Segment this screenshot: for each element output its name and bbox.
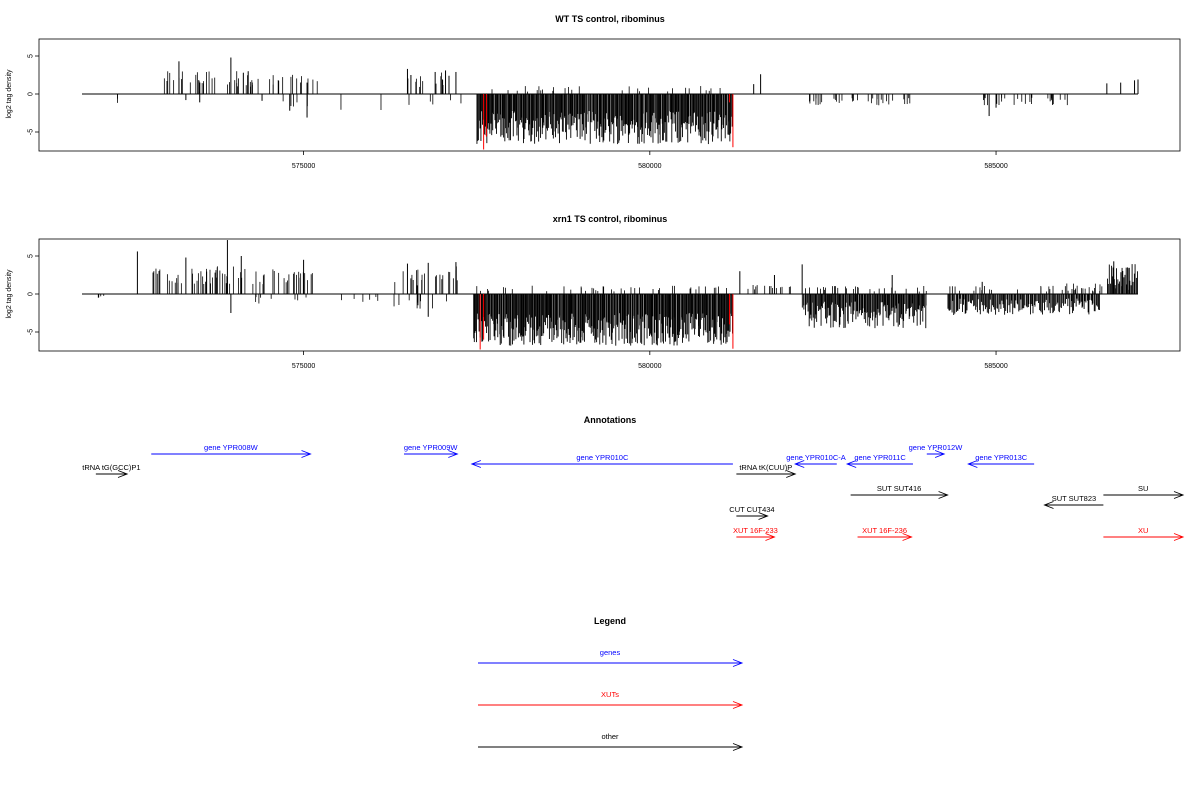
y-tick-label: 5 bbox=[27, 254, 34, 258]
feature-arrowhead bbox=[934, 450, 946, 458]
feature-gene-ypr012w: gene YPR012W bbox=[909, 443, 964, 458]
x-tick-label: 585000 bbox=[984, 363, 1007, 370]
feature-label: XUT 16F-236 bbox=[862, 526, 907, 535]
legend-entries: genes XUTs other bbox=[478, 648, 744, 751]
feature-arrowhead bbox=[902, 533, 913, 541]
feature-gene-ypr009w: gene YPR009W bbox=[404, 443, 459, 458]
feature-xut-16f-233: XUT 16F-233 bbox=[733, 526, 778, 541]
feature-label: gene YPR008W bbox=[204, 443, 259, 452]
legend-arrowhead bbox=[732, 743, 744, 751]
legend-label: XUTs bbox=[601, 690, 619, 699]
feature-label: CUT CUT434 bbox=[729, 505, 774, 514]
feature-trna-tk-cuu-p: tRNA tK(CUU)P bbox=[736, 463, 797, 478]
feature-label: tRNA tG(GCC)P1 bbox=[82, 463, 140, 472]
feature-label: SUT SUT416 bbox=[877, 484, 921, 493]
feature-arrowhead bbox=[758, 512, 769, 520]
xrn1-density-panel: xrn1 TS control, ribominus log2 tag dens… bbox=[6, 214, 1181, 370]
legend-entry-xuts: XUTs bbox=[478, 690, 744, 709]
feature-gene-ypr013c: gene YPR013C bbox=[967, 453, 1035, 468]
feature-label: gene YPR011C bbox=[854, 453, 906, 462]
legend-title: Legend bbox=[594, 616, 626, 626]
legend-entry-other: other bbox=[478, 732, 744, 751]
plot-frame bbox=[38, 38, 1181, 152]
x-tick-label: 580000 bbox=[638, 363, 661, 370]
feature-sut-sut823: SUT SUT823 bbox=[1043, 494, 1104, 509]
feature-arrowhead bbox=[1043, 501, 1054, 509]
y-tick-label: 5 bbox=[27, 54, 34, 58]
x-ticks: 575000 580000 585000 bbox=[292, 151, 1008, 170]
feature-xut-16f-236: XUT 16F-236 bbox=[857, 526, 913, 541]
feature-xu: XU bbox=[1103, 526, 1185, 541]
y-ticks: -5 0 5 bbox=[27, 254, 39, 335]
x-tick-label: 580000 bbox=[638, 163, 661, 170]
feature-label: gene YPR010C-A bbox=[786, 453, 845, 462]
feature-gene-ypr010c: gene YPR010C bbox=[470, 453, 733, 468]
legend-entry-genes: genes bbox=[478, 648, 744, 667]
annotations-title: Annotations bbox=[584, 415, 637, 425]
feature-gene-ypr011c: gene YPR011C bbox=[845, 453, 913, 468]
legend-label: other bbox=[601, 732, 619, 741]
y-ticks: -5 0 5 bbox=[27, 54, 39, 135]
y-tick-label: -5 bbox=[27, 329, 34, 335]
feature-label: SU bbox=[1138, 484, 1148, 493]
y-tick-label: -5 bbox=[27, 129, 34, 135]
feature-trna-tg-gcc-p1: tRNA tG(GCC)P1 bbox=[82, 463, 141, 478]
feature-label: gene YPR012W bbox=[909, 443, 964, 452]
wt-density-panel: WT TS control, ribominus log2 tag densit… bbox=[6, 14, 1181, 170]
panel-title: WT TS control, ribominus bbox=[555, 14, 665, 24]
feature-gene-ypr010c-a: gene YPR010C-A bbox=[786, 453, 846, 468]
feature-arrowhead bbox=[1173, 491, 1185, 499]
feature-arrowhead bbox=[1173, 533, 1185, 541]
x-tick-label: 585000 bbox=[984, 163, 1007, 170]
legend-arrowhead bbox=[732, 701, 744, 709]
feature-label: SUT SUT823 bbox=[1052, 494, 1096, 503]
feature-arrows: tRNA tG(GCC)P1 gene YPR008W gene YPR009W ge… bbox=[82, 443, 1185, 541]
feature-gene-ypr008w: gene YPR008W bbox=[151, 443, 312, 458]
feature-arrowhead bbox=[470, 460, 482, 468]
feature-arrowhead bbox=[786, 470, 797, 478]
feature-arrowhead bbox=[765, 533, 776, 541]
y-axis-label: log2 tag density bbox=[6, 269, 13, 319]
density-bars bbox=[82, 57, 1139, 150]
legend: Legend genes XUTs other bbox=[478, 616, 744, 751]
feature-arrowhead bbox=[117, 470, 129, 478]
density-bars bbox=[82, 240, 1139, 350]
legend-label: genes bbox=[600, 648, 621, 657]
feature-arrowhead bbox=[938, 491, 949, 499]
y-axis-label: log2 tag density bbox=[6, 69, 13, 119]
legend-arrowhead bbox=[732, 659, 744, 667]
feature-arrowhead bbox=[845, 460, 857, 468]
panel-title: xrn1 TS control, ribominus bbox=[553, 214, 668, 224]
feature-label: XUT 16F-233 bbox=[733, 526, 778, 535]
feature-sut-sut416: SUT SUT416 bbox=[850, 484, 949, 499]
feature-cut-cut434: CUT CUT434 bbox=[729, 505, 775, 520]
feature-label: XU bbox=[1138, 526, 1148, 535]
feature-label: gene YPR010C bbox=[576, 453, 629, 462]
feature-su: SU bbox=[1103, 484, 1185, 499]
feature-label: gene YPR013C bbox=[975, 453, 1028, 462]
annotation-track: Annotations tRNA tG(GCC)P1 gene YPR008W ge… bbox=[82, 415, 1185, 541]
feature-label: gene YPR009W bbox=[404, 443, 459, 452]
feature-arrowhead bbox=[301, 450, 312, 458]
feature-arrowhead bbox=[967, 460, 978, 468]
x-tick-label: 575000 bbox=[292, 363, 315, 370]
feature-label: tRNA tK(CUU)P bbox=[739, 463, 792, 472]
y-tick-label: 0 bbox=[27, 292, 34, 296]
plot-frame bbox=[38, 238, 1181, 352]
x-tick-label: 575000 bbox=[292, 163, 315, 170]
y-tick-label: 0 bbox=[27, 92, 34, 96]
feature-arrowhead bbox=[448, 450, 459, 458]
feature-arrowhead bbox=[793, 460, 805, 468]
x-ticks: 575000 580000 585000 bbox=[292, 351, 1008, 370]
